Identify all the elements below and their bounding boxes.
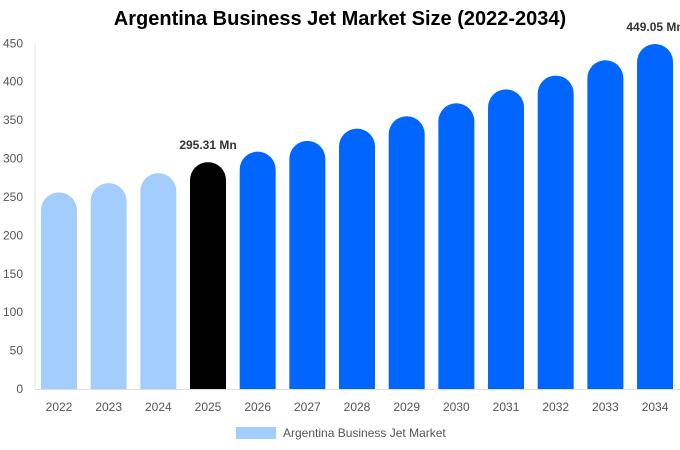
x-tick-label: 2025 [195, 400, 222, 414]
bar-2030 [438, 103, 475, 389]
x-tick-label: 2033 [592, 400, 619, 414]
bar-2026 [239, 151, 276, 389]
x-tick-label: 2031 [493, 400, 520, 414]
y-tick-label: 250 [3, 190, 23, 204]
x-tick-label: 2023 [95, 400, 122, 414]
y-tick-label: 450 [3, 36, 23, 50]
y-tick-label: 50 [10, 344, 24, 358]
y-tick-label: 350 [3, 113, 23, 127]
y-tick-label: 100 [3, 305, 23, 319]
bar-2027 [289, 140, 326, 389]
bar-2023 [90, 183, 127, 389]
data-label: 449.05 Mn [626, 20, 680, 34]
data-label: 295.31 Mn [179, 138, 236, 152]
legend-swatch [236, 427, 276, 439]
bar-2033 [587, 60, 624, 389]
bar-2024 [140, 173, 177, 389]
chart-title: Argentina Business Jet Market Size (2022… [113, 8, 567, 30]
x-tick-label: 2030 [443, 400, 470, 414]
legend-label: Argentina Business Jet Market [283, 426, 446, 440]
x-tick-label: 2022 [46, 400, 73, 414]
x-tick-label: 2028 [344, 400, 371, 414]
x-tick-label: 2026 [244, 400, 271, 414]
bar-2029 [388, 116, 425, 389]
bar-2028 [339, 128, 376, 389]
y-tick-label: 300 [3, 152, 23, 166]
legend: Argentina Business Jet Market [236, 426, 446, 440]
bar-2031 [488, 89, 525, 389]
x-tick-label: 2029 [393, 400, 420, 414]
y-tick-label: 400 [3, 75, 23, 89]
x-tick-label: 2034 [642, 400, 669, 414]
y-tick-label: 150 [3, 267, 23, 281]
bar-2025 [190, 162, 227, 389]
x-tick-label: 2027 [294, 400, 321, 414]
x-tick-label: 2024 [145, 400, 172, 414]
bar-2034 [637, 44, 674, 389]
y-tick-label: 200 [3, 228, 23, 242]
x-tick-label: 2032 [542, 400, 569, 414]
y-tick-label: 0 [16, 382, 23, 396]
bar-2022 [41, 192, 77, 389]
bar-2032 [537, 75, 574, 389]
